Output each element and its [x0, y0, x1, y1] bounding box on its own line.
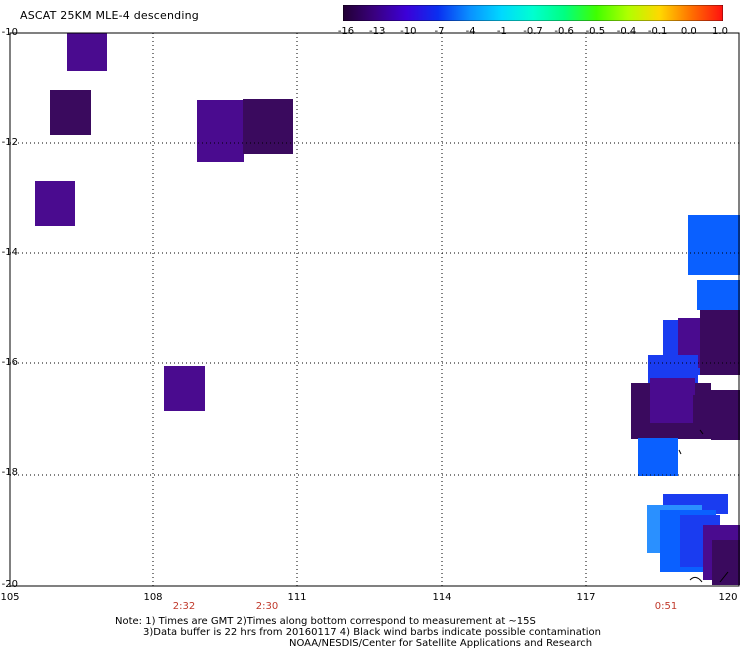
- lat-label: -14: [1, 247, 18, 258]
- wind-barb-mark: [719, 571, 729, 583]
- colorbar-tick-label: -10: [400, 26, 417, 37]
- swath-cell: [197, 100, 244, 162]
- swath-cell: [712, 540, 740, 585]
- swath-cell: [638, 438, 678, 476]
- time-label: 0:51: [654, 601, 678, 612]
- lat-label: -12: [1, 137, 18, 148]
- colorbar-tick-label: 0.0: [680, 26, 697, 37]
- colorbar-tick-label: -0.4: [616, 26, 637, 37]
- note-line-1: Note: 1) Times are GMT 2)Times along bot…: [115, 616, 536, 627]
- wind-barb-marks: [678, 429, 729, 583]
- colorbar-tick-label: -4: [465, 26, 476, 37]
- wind-barb-mark: [689, 576, 703, 583]
- swath-cell: [164, 366, 205, 411]
- swath-cell: [67, 33, 107, 71]
- colorbar-tick-label: -0.1: [647, 26, 668, 37]
- colorbar: [343, 5, 723, 21]
- note-line-2: 3)Data buffer is 22 hrs from 20160117 4)…: [143, 627, 601, 638]
- lon-label: 105: [0, 592, 20, 603]
- colorbar-tick-label: -1: [496, 26, 507, 37]
- swath-cell: [711, 390, 740, 440]
- note-line-3: NOAA/NESDIS/Center for Satellite Applica…: [289, 638, 593, 649]
- swath-cell: [650, 378, 695, 423]
- scatterometer-swaths: [35, 33, 740, 585]
- time-label: 2:32: [172, 601, 196, 612]
- time-label: 2:30: [255, 601, 279, 612]
- wind-barb-mark: [699, 429, 704, 435]
- colorbar-tick-label: -0.5: [585, 26, 606, 37]
- lat-label: -20: [1, 579, 18, 590]
- colorbar-tick-label: -0.7: [523, 26, 543, 37]
- colorbar-tick-label: -16: [337, 26, 355, 37]
- colorbar-tick-label: -13: [368, 26, 386, 37]
- lat-lon-grid: [10, 33, 739, 586]
- map-title: ASCAT 25KM MLE-4 descending: [20, 9, 199, 22]
- lat-label: -10: [1, 27, 18, 38]
- lat-label: -18: [1, 467, 18, 478]
- swath-cell: [697, 280, 740, 310]
- colorbar-tick-label: 1.0: [712, 26, 728, 37]
- colorbar-tick-label: -0.6: [554, 26, 574, 37]
- wind-barb-mark: [678, 449, 682, 455]
- plot-frame: [9, 32, 740, 587]
- lon-label: 114: [432, 592, 452, 603]
- lon-label: 117: [576, 592, 596, 603]
- swath-cell: [688, 215, 740, 275]
- lat-label: -16: [1, 357, 18, 368]
- swath-cell: [35, 181, 75, 226]
- colorbar-tick-label: -7: [434, 26, 445, 37]
- swath-cell: [50, 90, 91, 135]
- lon-label: 108: [143, 592, 163, 603]
- swath-cell: [243, 99, 293, 154]
- map-plot: [9, 32, 740, 587]
- swath-cell: [700, 310, 740, 375]
- lon-label: 111: [287, 592, 307, 603]
- lon-label: 120: [718, 592, 738, 603]
